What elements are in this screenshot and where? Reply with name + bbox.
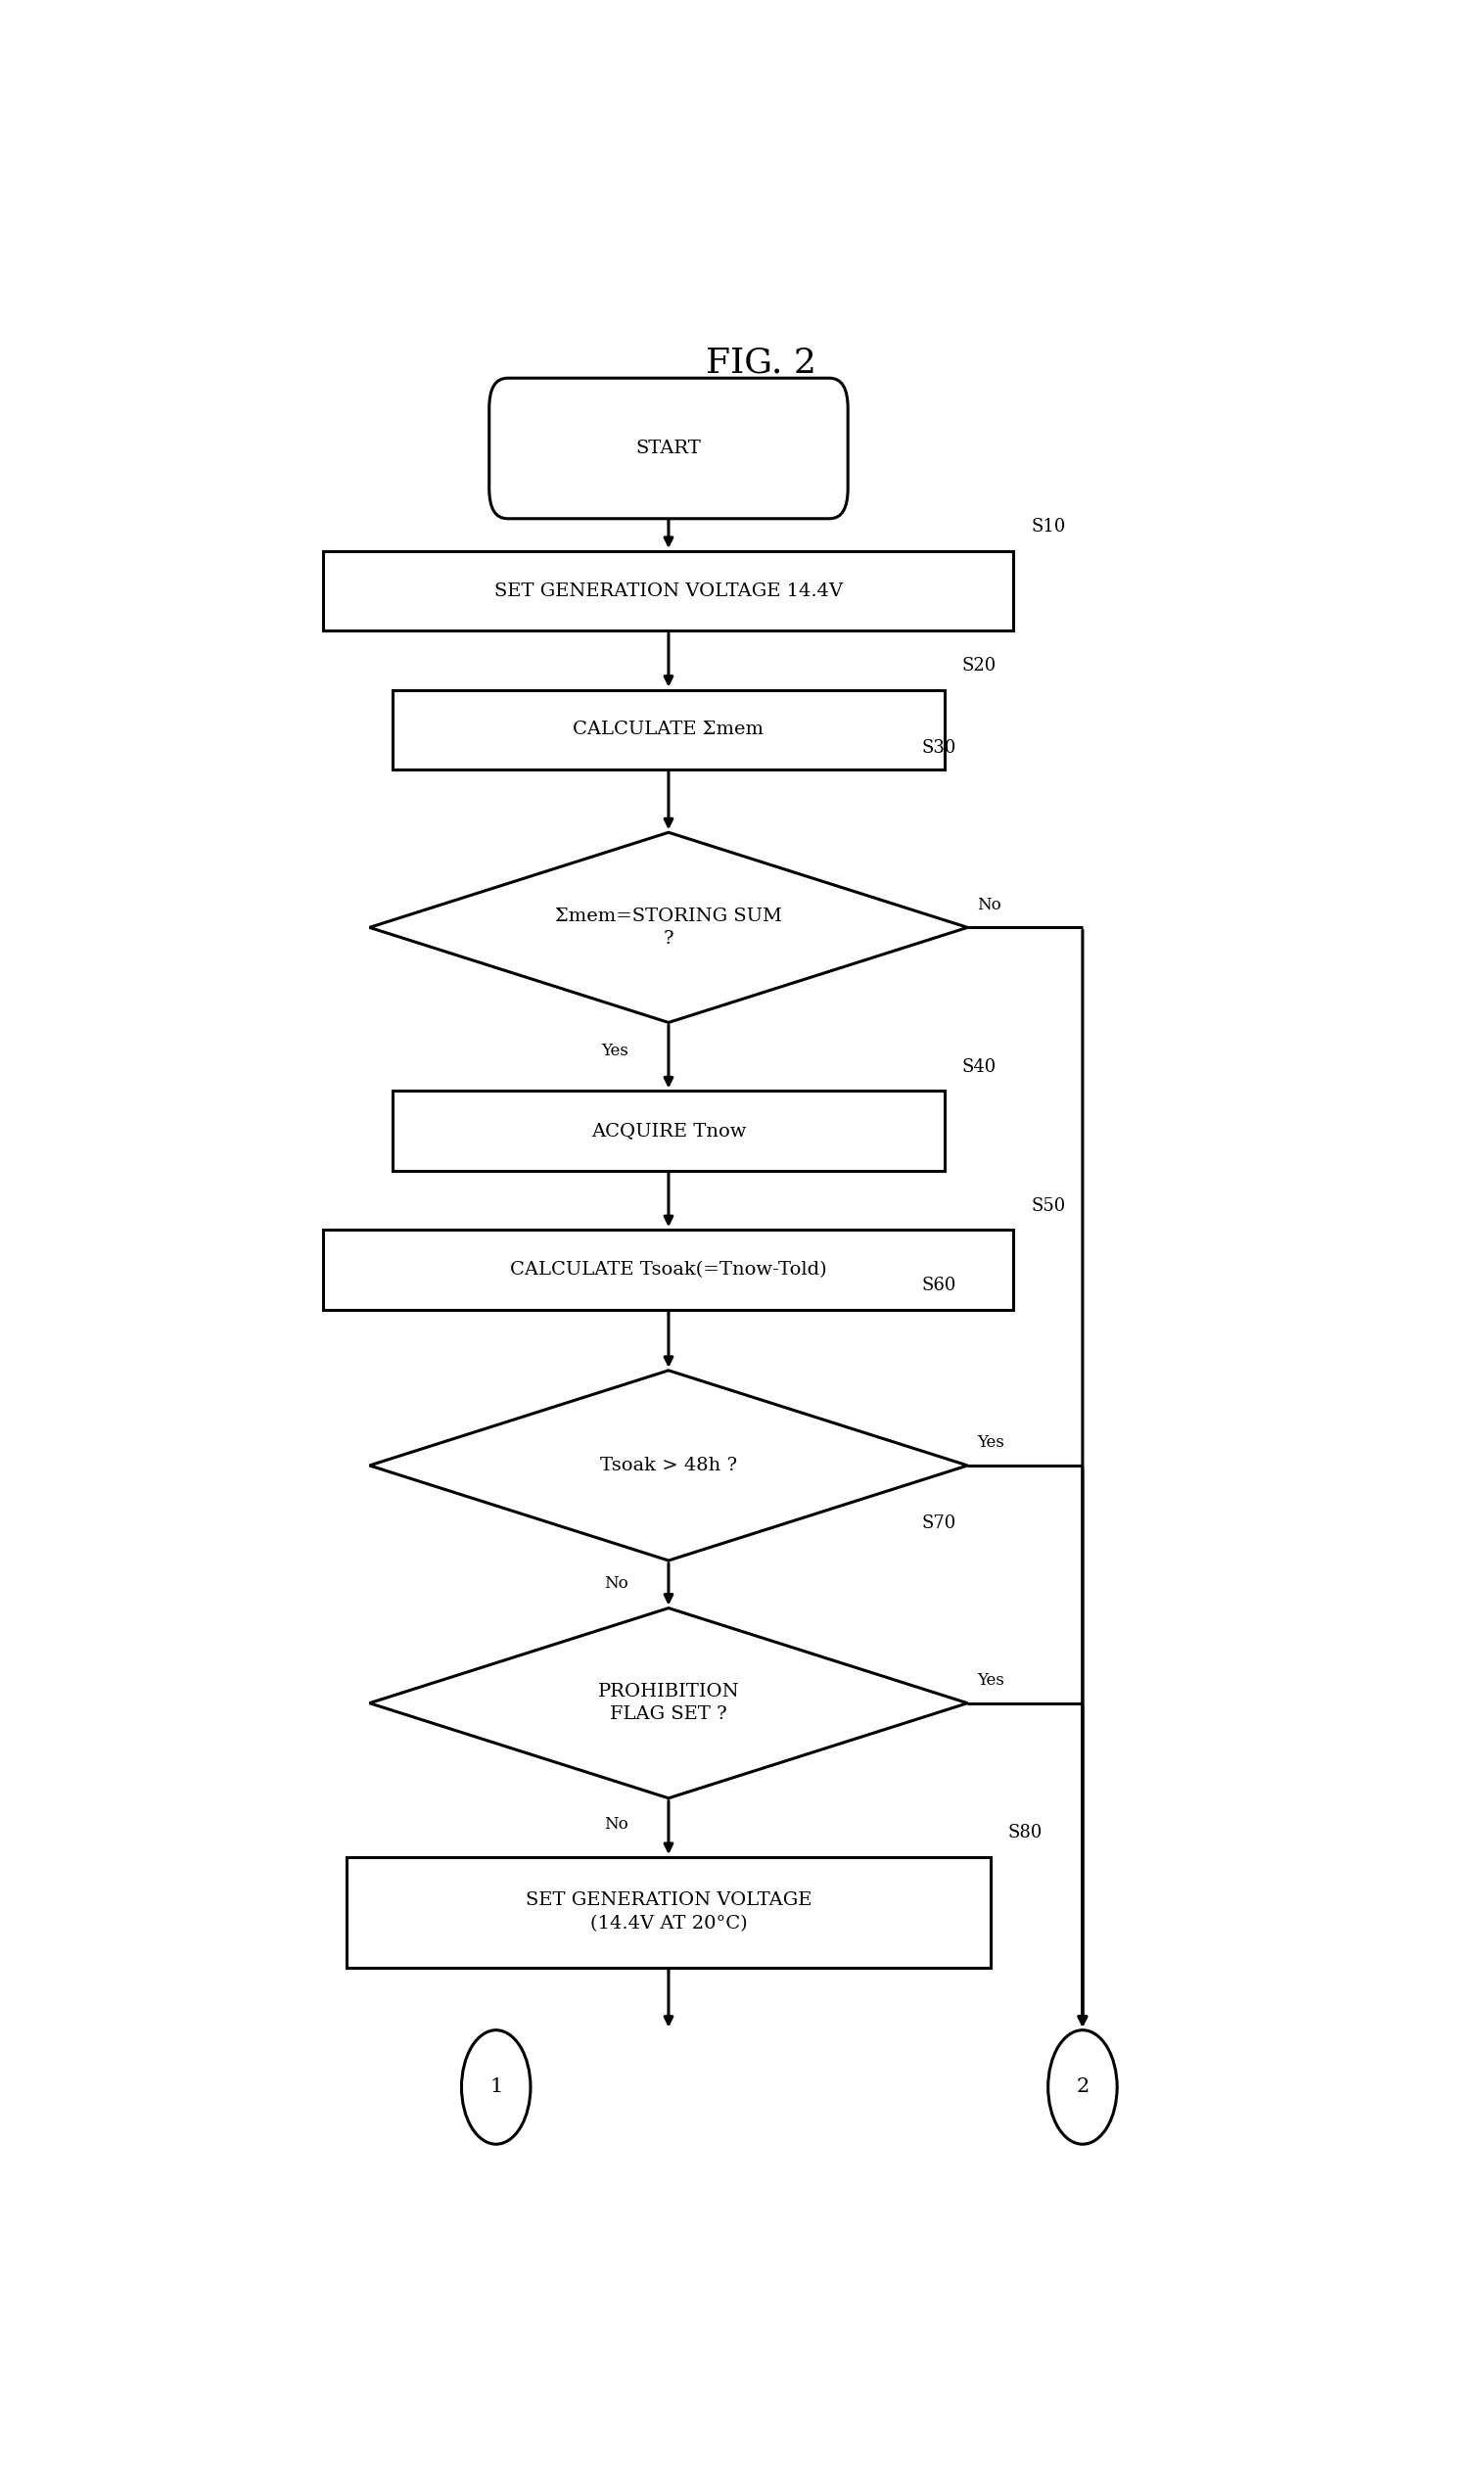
Text: S50: S50 [1031,1197,1066,1215]
FancyBboxPatch shape [490,378,847,518]
Text: S80: S80 [1008,1825,1042,1842]
Bar [392,689,944,770]
Text: 2: 2 [1076,2079,1089,2096]
Text: S20: S20 [962,657,996,674]
Text: No: No [976,896,1002,914]
Text: SET GENERATION VOLTAGE
(14.4V AT 20°C): SET GENERATION VOLTAGE (14.4V AT 20°C) [525,1891,812,1933]
Polygon shape [370,1607,968,1797]
Text: Yes: Yes [601,1042,628,1059]
Circle shape [1048,2030,1117,2143]
Text: SET GENERATION VOLTAGE 14.4V: SET GENERATION VOLTAGE 14.4V [494,583,843,600]
Text: No: No [604,1575,628,1593]
Bar [392,1091,944,1170]
Text: FIG. 2: FIG. 2 [705,346,816,380]
Text: S40: S40 [962,1059,996,1076]
Text: S30: S30 [922,738,956,756]
Text: Yes: Yes [976,1434,1005,1452]
Text: S70: S70 [922,1513,956,1531]
Text: Yes: Yes [976,1672,1005,1689]
Bar [324,551,1014,632]
Text: 1: 1 [490,2079,503,2096]
Bar [324,1230,1014,1309]
Text: START: START [635,439,702,457]
Circle shape [462,2030,531,2143]
Text: ACQUIRE Tnow: ACQUIRE Tnow [591,1121,746,1141]
Polygon shape [370,1370,968,1560]
Text: PROHIBITION
FLAG SET ?: PROHIBITION FLAG SET ? [598,1684,739,1723]
Text: Σmem=STORING SUM
?: Σmem=STORING SUM ? [555,906,782,948]
Text: CALCULATE Σmem: CALCULATE Σmem [573,721,764,738]
Text: S60: S60 [922,1276,956,1294]
Text: Tsoak > 48h ?: Tsoak > 48h ? [600,1457,738,1474]
Polygon shape [370,832,968,1022]
Bar [346,1857,991,1968]
Text: CALCULATE Tsoak(=Tnow-Told): CALCULATE Tsoak(=Tnow-Told) [510,1262,827,1279]
Text: No: No [604,1817,628,1832]
Text: S10: S10 [1031,518,1066,536]
